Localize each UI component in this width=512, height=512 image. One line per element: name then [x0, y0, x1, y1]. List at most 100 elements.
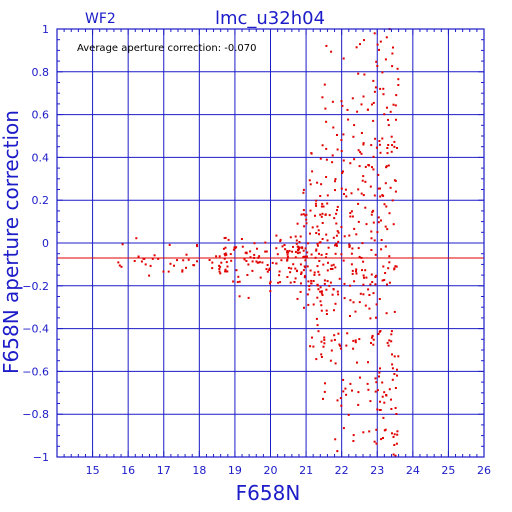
data-point	[287, 266, 290, 269]
y-tick-label: −0.4	[22, 323, 49, 336]
data-point	[338, 343, 341, 346]
data-point	[350, 192, 353, 195]
data-point	[253, 242, 256, 245]
data-point	[387, 164, 390, 167]
data-point	[182, 259, 185, 262]
data-point	[335, 222, 338, 225]
data-point	[382, 93, 385, 96]
data-point	[238, 280, 241, 283]
data-point	[120, 265, 123, 268]
data-point	[383, 401, 386, 404]
data-point	[296, 252, 299, 255]
data-point	[236, 281, 239, 284]
data-point	[289, 236, 292, 239]
data-point	[386, 283, 388, 286]
data-point	[307, 280, 310, 283]
data-point	[378, 371, 381, 374]
data-point	[361, 179, 364, 182]
data-point	[340, 253, 343, 256]
data-point	[376, 231, 379, 234]
data-point	[363, 39, 365, 42]
data-point	[218, 268, 221, 270]
data-point	[318, 273, 321, 276]
data-point	[323, 336, 326, 339]
data-point	[318, 233, 320, 236]
data-point	[118, 264, 121, 267]
data-point	[376, 408, 379, 411]
data-point	[357, 188, 360, 191]
data-point	[386, 106, 388, 109]
data-point	[342, 57, 345, 60]
data-point	[394, 407, 397, 409]
data-point	[393, 267, 396, 270]
data-point	[309, 269, 312, 272]
data-point	[289, 271, 292, 274]
x-tick-label: 15	[86, 464, 100, 477]
data-point	[313, 273, 316, 276]
y-tick-label: −0.6	[22, 365, 49, 378]
data-point	[369, 283, 372, 286]
data-point	[359, 292, 362, 295]
data-point	[302, 269, 305, 272]
data-point	[385, 36, 388, 39]
data-point	[348, 234, 351, 237]
data-point	[340, 150, 343, 152]
data-point	[314, 214, 316, 217]
x-tick-label: 18	[192, 464, 206, 477]
chart-subtitle: WF2	[85, 11, 116, 27]
data-point	[372, 101, 375, 104]
data-point	[316, 244, 319, 247]
x-tick-label: 21	[299, 464, 313, 477]
data-point	[365, 223, 368, 226]
data-point	[339, 344, 342, 347]
data-point	[350, 210, 353, 213]
data-point	[297, 248, 300, 251]
data-point	[331, 154, 334, 157]
data-point	[371, 335, 374, 338]
data-point	[364, 206, 367, 209]
data-point	[351, 272, 354, 275]
data-point	[235, 269, 238, 272]
data-point	[336, 209, 338, 212]
data-point	[318, 260, 321, 262]
data-point	[226, 265, 229, 268]
data-point	[283, 244, 286, 246]
data-point	[335, 212, 338, 215]
data-point	[343, 282, 346, 285]
x-tick-label: 25	[441, 464, 455, 477]
data-point	[133, 260, 136, 262]
data-point	[360, 192, 363, 195]
data-point	[373, 32, 376, 35]
data-point	[343, 193, 345, 195]
data-point	[380, 239, 383, 241]
data-point	[315, 317, 318, 320]
x-tick-label: 22	[335, 464, 349, 477]
data-point	[390, 333, 393, 336]
data-point	[347, 413, 350, 416]
data-point	[384, 182, 387, 185]
data-point	[357, 220, 360, 223]
data-point	[383, 279, 386, 281]
data-point	[362, 143, 365, 146]
data-point	[325, 158, 328, 161]
data-point	[388, 261, 391, 264]
data-point	[355, 272, 358, 275]
data-point	[314, 202, 317, 205]
data-point	[325, 309, 328, 312]
data-point	[374, 283, 377, 286]
data-point	[357, 403, 360, 406]
data-point	[345, 195, 348, 198]
data-point	[320, 353, 323, 356]
data-point	[341, 104, 344, 107]
data-point	[173, 264, 175, 267]
data-point	[135, 237, 138, 240]
data-point	[369, 185, 372, 188]
data-point	[309, 209, 312, 212]
x-tick-label: 16	[121, 464, 135, 477]
data-point	[387, 118, 389, 121]
data-point	[325, 44, 328, 47]
data-point	[340, 404, 343, 407]
data-point	[362, 175, 365, 178]
data-point	[375, 316, 377, 319]
data-point	[258, 255, 261, 258]
